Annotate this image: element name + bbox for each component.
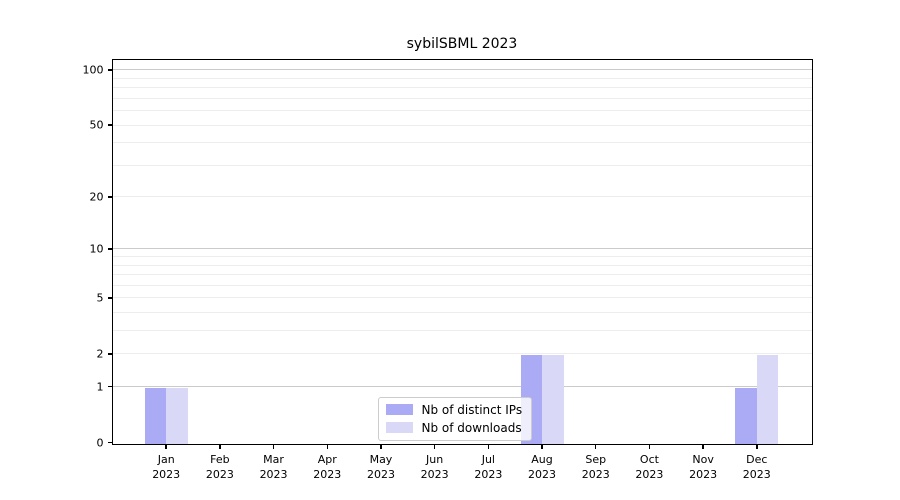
x-tick-label: Jan 2023 — [138, 452, 194, 482]
x-tick-label: Nov 2023 — [675, 452, 731, 482]
legend-label-downloads: Nb of downloads — [421, 420, 522, 435]
x-tick-month: Jun — [426, 452, 444, 466]
x-tick-label: Feb 2023 — [192, 452, 248, 482]
x-tick-month: Mar — [263, 452, 284, 466]
x-tick — [165, 443, 167, 449]
minor-gridline — [112, 274, 812, 276]
y-tick-label: 50 — [89, 118, 104, 132]
minor-gridline — [112, 196, 812, 198]
x-tick-label: Dec 2023 — [729, 452, 785, 482]
legend-swatch-distinct-ips — [385, 404, 413, 415]
minor-gridline — [112, 353, 812, 355]
x-tick-year: 2023 — [259, 467, 288, 481]
y-tick — [107, 385, 113, 388]
x-tick-year: 2023 — [313, 467, 342, 481]
x-tick — [219, 443, 221, 449]
minor-gridline — [112, 312, 812, 314]
y-tick — [107, 353, 113, 355]
y-tick — [107, 297, 113, 299]
major-gridline — [112, 69, 812, 71]
y-tick-label: 5 — [96, 291, 104, 305]
x-tick-month: Aug — [531, 452, 553, 466]
x-tick — [648, 443, 651, 449]
y-tick — [107, 248, 113, 250]
legend-label-distinct-ips: Nb of distinct IPs — [421, 402, 523, 417]
legend-entry-distinct-ips: Nb of distinct IPs — [385, 402, 523, 417]
x-tick-year: 2023 — [742, 467, 771, 481]
x-tick-label: Jul 2023 — [460, 452, 516, 482]
x-tick-year: 2023 — [635, 467, 664, 481]
x-tick-month: Sep — [585, 452, 607, 466]
x-tick — [380, 443, 382, 449]
x-tick-month: May — [369, 452, 393, 466]
x-tick-label: Oct 2023 — [621, 452, 677, 482]
minor-gridline — [112, 256, 812, 258]
y-tick — [107, 441, 113, 444]
x-tick — [433, 443, 436, 449]
bar-downloads — [166, 387, 188, 444]
y-tick — [107, 69, 113, 71]
x-tick-month: Dec — [746, 452, 768, 466]
x-tick-year: 2023 — [366, 467, 395, 481]
y-tick-label: 100 — [82, 63, 104, 77]
x-tick-year: 2023 — [474, 467, 503, 481]
x-tick-label: Sep 2023 — [568, 452, 624, 482]
y-tick — [107, 196, 113, 198]
x-tick-label: Jun 2023 — [407, 452, 463, 482]
x-tick-year: 2023 — [689, 467, 718, 481]
x-tick-year: 2023 — [581, 467, 610, 481]
x-tick-month: Nov — [692, 452, 714, 466]
x-tick — [756, 443, 758, 449]
plot-area: Nb of distinct IPs Nb of downloads 0 1 2 5 1… — [83, 58, 813, 481]
x-tick-year: 2023 — [205, 467, 234, 481]
minor-gridline — [112, 330, 812, 332]
minor-gridline — [112, 77, 812, 79]
bar-downloads — [542, 354, 564, 444]
y-tick — [107, 124, 113, 126]
x-tick-label: Aug 2023 — [514, 452, 570, 482]
x-tick-month: Jul — [481, 452, 495, 466]
x-tick-label: Mar 2023 — [246, 452, 302, 482]
chart-title: sybilSBML 2023 — [406, 36, 518, 52]
x-tick — [594, 443, 597, 449]
y-tick-label: 20 — [89, 190, 104, 204]
minor-gridline — [112, 110, 812, 112]
x-tick-year: 2023 — [528, 467, 557, 481]
minor-gridline — [112, 297, 812, 299]
x-tick — [487, 443, 490, 449]
x-tick-month: Oct — [639, 452, 659, 466]
minor-gridline — [112, 142, 812, 144]
x-tick — [541, 443, 543, 449]
y-tick-label: 10 — [89, 242, 104, 256]
x-tick-month: Jan — [157, 452, 175, 466]
minor-gridline — [112, 164, 812, 166]
x-tick — [272, 443, 275, 449]
y-tick-label: 0 — [96, 436, 104, 449]
x-tick-label: May 2023 — [353, 452, 409, 482]
y-tick-label: 2 — [96, 347, 104, 361]
legend-entry-downloads: Nb of downloads — [385, 420, 523, 435]
x-tick-month: Apr — [317, 452, 337, 466]
minor-gridline — [112, 124, 812, 126]
bar-downloads — [756, 354, 779, 444]
x-tick-year: 2023 — [420, 467, 449, 481]
major-gridline — [112, 248, 812, 250]
minor-gridline — [112, 97, 812, 99]
major-gridline — [112, 386, 812, 388]
bar-distinct-ips — [735, 387, 757, 444]
minor-gridline — [112, 264, 812, 266]
legend: Nb of distinct IPs Nb of downloads — [377, 396, 533, 441]
minor-gridline — [112, 284, 812, 286]
x-tick-label: Apr 2023 — [299, 452, 355, 482]
bar-distinct-ips — [144, 387, 167, 444]
x-tick-month: Feb — [210, 452, 230, 466]
y-tick-label: 1 — [96, 380, 104, 394]
x-tick-year: 2023 — [152, 467, 181, 481]
minor-gridline — [112, 87, 812, 89]
x-tick — [702, 443, 704, 449]
legend-swatch-downloads — [385, 422, 413, 433]
x-tick — [326, 443, 329, 449]
